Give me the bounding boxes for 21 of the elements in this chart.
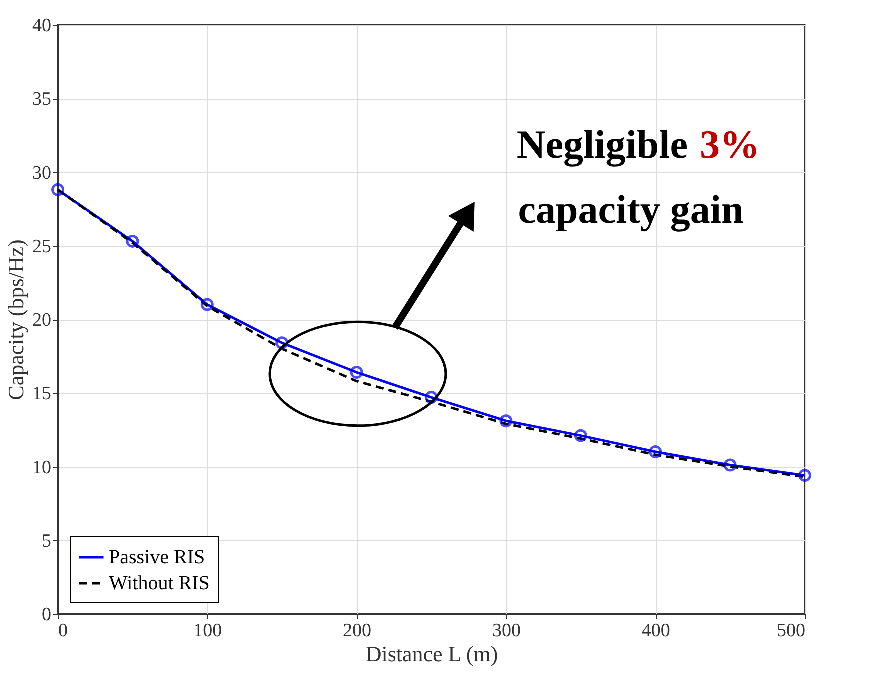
y-tick-label: 20 [32, 310, 52, 331]
y-tick-label: 40 [32, 16, 52, 36]
y-tick-label: 30 [32, 162, 52, 184]
y-axis-title: Capacity (bps/Hz) [4, 240, 28, 400]
y-tick-label: 15 [32, 384, 52, 405]
y-tick-label: 10 [32, 457, 52, 478]
x-tick-label: 500 [777, 620, 806, 642]
x-axis-title: Distance L (m) [366, 642, 498, 666]
annotation: Negligible 3% [516, 122, 760, 167]
x-tick-label: 100 [194, 620, 222, 642]
annotation: capacity gain [518, 187, 744, 232]
y-tick-label: 5 [42, 530, 52, 552]
y-tick-label: 25 [32, 236, 52, 258]
y-tick-label: 35 [32, 89, 52, 110]
legend-label: Without RIS [109, 572, 210, 594]
legend-label: Passive RIS [109, 546, 206, 568]
x-tick-label: 200 [343, 620, 372, 642]
y-tick-label: 0 [42, 604, 52, 626]
x-tick-label: 300 [492, 620, 521, 642]
x-tick-label: 400 [642, 620, 670, 642]
x-tick-label: 0 [58, 620, 68, 642]
